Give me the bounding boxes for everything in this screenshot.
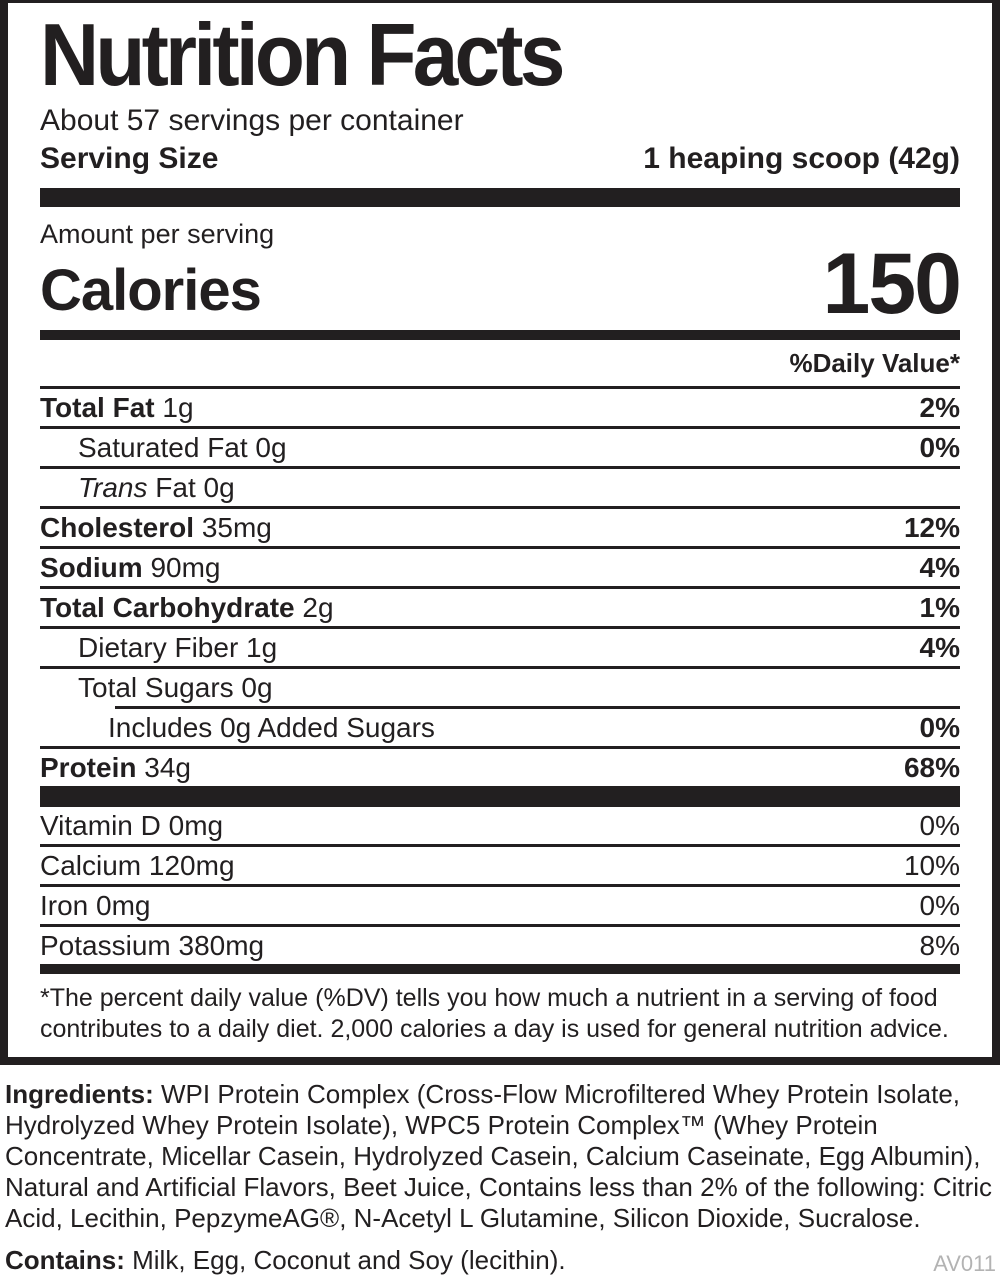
daily-value-header: %Daily Value* bbox=[40, 340, 960, 389]
row-vitamin-d: Vitamin D 0mg 0% bbox=[40, 807, 960, 847]
row-trans-fat: Trans Fat 0g bbox=[40, 469, 960, 509]
row-total-carbohydrate: Total Carbohydrate 2g 1% bbox=[40, 589, 960, 629]
nutrient-dv: 12% bbox=[903, 511, 960, 543]
nutrient-amount: 90mg bbox=[150, 551, 221, 583]
row-sodium: Sodium 90mg 4% bbox=[40, 549, 960, 589]
nutrient-name: Dietary Fiber 1g bbox=[78, 631, 278, 663]
nutrient-name: Vitamin D 0mg bbox=[40, 809, 224, 841]
nutrient-dv: 0% bbox=[919, 809, 960, 841]
contains-text: Milk, Egg, Coconut and Soy (lecithin). bbox=[124, 1244, 566, 1275]
nutrient-dv: 8% bbox=[919, 929, 960, 961]
nutrient-amount: 1g bbox=[162, 391, 194, 423]
separator-bar-medium-calories bbox=[40, 329, 960, 340]
contains-label: Contains: bbox=[5, 1244, 125, 1275]
row-protein: Protein 34g 68% bbox=[40, 749, 960, 786]
amount-per-serving-label: Amount per serving bbox=[40, 218, 275, 249]
row-saturated-fat: Saturated Fat 0g 0% bbox=[40, 429, 960, 469]
nutrient-name: Total Carbohydrate bbox=[40, 591, 295, 623]
indented-divider bbox=[115, 705, 960, 709]
nutrient-name-italic: Trans bbox=[78, 471, 148, 503]
row-dietary-fiber: Dietary Fiber 1g 4% bbox=[40, 629, 960, 669]
row-iron: Iron 0mg 0% bbox=[40, 887, 960, 927]
nutrient-amount: 35mg bbox=[201, 511, 272, 543]
row-total-fat: Total Fat 1g 2% bbox=[40, 389, 960, 429]
ingredients-section: Ingredients: WPI Protein Complex (Cross-… bbox=[5, 1079, 996, 1234]
separator-bar-thick-protein bbox=[40, 785, 960, 807]
nutrition-facts-panel: Nutrition Facts About 57 servings per co… bbox=[0, 0, 1000, 1065]
nutrient-name: Sodium bbox=[40, 551, 143, 583]
separator-bar-thick-top bbox=[40, 187, 960, 207]
nutrient-name: Includes 0g Added Sugars bbox=[108, 711, 435, 743]
nutrient-name: Total Fat bbox=[40, 391, 155, 423]
nutrient-name: Calcium 120mg bbox=[40, 849, 235, 881]
separator-bar-medium-bottom bbox=[40, 963, 960, 974]
row-potassium: Potassium 380mg 8% bbox=[40, 927, 960, 964]
nutrient-dv: 0% bbox=[919, 711, 960, 743]
calories-label: Calories bbox=[40, 257, 262, 323]
nutrient-amount: 2g bbox=[302, 591, 334, 623]
nutrient-name: Cholesterol bbox=[40, 511, 195, 543]
contains-row: Contains: Milk, Egg, Coconut and Soy (le… bbox=[5, 1245, 996, 1276]
product-code: AV011 bbox=[933, 1250, 996, 1276]
calories-value: 150 bbox=[822, 236, 962, 333]
serving-size-label: Serving Size bbox=[40, 141, 219, 175]
servings-per-container: About 57 servings per container bbox=[40, 103, 464, 137]
allergen-statement: Contains: Milk, Egg, Coconut and Soy (le… bbox=[5, 1245, 566, 1276]
below-panel-section: Ingredients: WPI Protein Complex (Cross-… bbox=[0, 1065, 1000, 1276]
nutrient-name: Potassium 380mg bbox=[40, 929, 265, 961]
daily-value-footnote: *The percent daily value (%DV) tells you… bbox=[40, 983, 949, 1043]
ingredients-label: Ingredients: bbox=[5, 1078, 154, 1109]
row-total-sugars: Total Sugars 0g bbox=[40, 669, 960, 706]
row-added-sugars: Includes 0g Added Sugars 0% bbox=[40, 709, 960, 749]
nutrient-amount: Fat 0g bbox=[155, 471, 235, 503]
nutrient-dv: 2% bbox=[919, 391, 960, 423]
nutrient-name: Iron 0mg bbox=[40, 889, 151, 921]
nutrient-dv: 0% bbox=[919, 431, 960, 463]
serving-size-value: 1 heaping scoop (42g) bbox=[643, 141, 960, 175]
nutrient-dv: 4% bbox=[919, 631, 960, 663]
nutrient-dv: 0% bbox=[919, 889, 960, 921]
serving-size-row: Serving Size 1 heaping scoop (42g) bbox=[40, 142, 960, 175]
row-cholesterol: Cholesterol 35mg 12% bbox=[40, 509, 960, 549]
row-calcium: Calcium 120mg 10% bbox=[40, 847, 960, 887]
nutrient-name: Total Sugars 0g bbox=[78, 671, 273, 703]
nutrient-dv: 1% bbox=[919, 591, 960, 623]
nutrient-name: Saturated Fat 0g bbox=[78, 431, 287, 463]
calories-row: Calories 150 bbox=[40, 236, 962, 333]
panel-title: Nutrition Facts bbox=[40, 5, 565, 104]
nutrient-dv: 68% bbox=[903, 751, 960, 783]
nutrient-amount: 34g bbox=[144, 751, 191, 783]
nutrient-dv: 10% bbox=[903, 849, 960, 881]
nutrient-dv: 4% bbox=[919, 551, 960, 583]
nutrient-name: Protein bbox=[40, 751, 137, 783]
ingredients-text: WPI Protein Complex (Cross-Flow Microfil… bbox=[5, 1078, 993, 1233]
